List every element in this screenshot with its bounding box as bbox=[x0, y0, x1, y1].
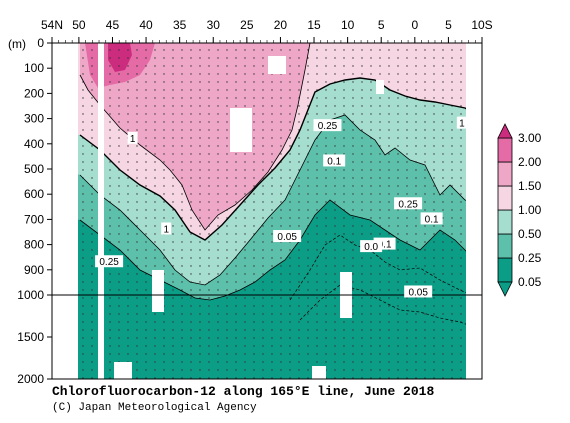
contour-label: 0.05 bbox=[408, 287, 428, 298]
contour-label-bg bbox=[273, 230, 302, 243]
contour-0.1 bbox=[289, 234, 482, 301]
contour-label: 0.25 bbox=[99, 257, 119, 268]
x-tick-label: 25 bbox=[240, 18, 254, 32]
chart-title: Chlorofluorocarbon-12 along 165°E line, … bbox=[52, 384, 434, 399]
y-tick-label: 2000 bbox=[17, 372, 44, 386]
y-tick-label: 1500 bbox=[17, 330, 44, 344]
x-tick-label: 45 bbox=[106, 18, 120, 32]
x-tick-label: 5 bbox=[445, 18, 452, 32]
x-tick-label: 54N bbox=[41, 18, 63, 32]
contour-label-bg bbox=[394, 197, 423, 210]
y-tick-label: 500 bbox=[24, 162, 44, 176]
y-tick-label: 1000 bbox=[17, 288, 44, 302]
y-tick-label: 200 bbox=[24, 86, 44, 100]
x-tick-label: 40 bbox=[139, 18, 153, 32]
x-axis: 54N 50 45 40 35 30 25 20 15 10 5 0 5 10S bbox=[41, 18, 493, 43]
contour-label: 0.1 bbox=[425, 214, 439, 225]
x-tick-label: 50 bbox=[72, 18, 86, 32]
legend-level-label: 3.00 bbox=[518, 131, 542, 145]
contour-label: 1 bbox=[459, 119, 465, 130]
color-legend: 0.05 0.25 0.50 1.00 1.50 2.00 3.00 bbox=[497, 123, 542, 297]
no-data-patches bbox=[52, 43, 482, 379]
contour-label-bg bbox=[323, 154, 346, 167]
legend-swatch bbox=[497, 257, 513, 283]
contour-1.5 bbox=[79, 43, 311, 231]
legend-swatch bbox=[497, 137, 513, 163]
legend-level-label: 0.05 bbox=[518, 275, 542, 289]
contour-label-bg bbox=[95, 255, 124, 268]
contour-label: 0.0 bbox=[364, 242, 378, 253]
x-tick-label: 10 bbox=[341, 18, 355, 32]
x-tick-label: 20 bbox=[274, 18, 288, 32]
contour-label-bg bbox=[404, 285, 433, 298]
y-tick-label: 300 bbox=[24, 112, 44, 126]
x-tick-label: 30 bbox=[207, 18, 221, 32]
y-tick-label: 100 bbox=[24, 61, 44, 75]
y-tick-label: 800 bbox=[24, 238, 44, 252]
contour-label: 0.1 bbox=[327, 156, 341, 167]
y-axis: 0 100 200 300 400 500 600 700 800 900 1000 1500 2000 bbox=[17, 36, 52, 386]
chart-credit: (C) Japan Meteorological Agency bbox=[52, 402, 257, 414]
legend-swatch bbox=[497, 161, 513, 187]
contour-1.0 bbox=[79, 77, 482, 241]
legend-swatch bbox=[497, 185, 513, 211]
contour-labels: 1 1 1 0.25 0.25 0.25 0.1 0.1 0.1 0.05 0.05 0.0 bbox=[95, 116, 467, 298]
legend-swatch bbox=[497, 209, 513, 235]
legend-swatch bbox=[497, 233, 513, 259]
y-tick-label: 600 bbox=[24, 187, 44, 201]
contour-0.05 bbox=[299, 284, 482, 331]
legend-level-label: 1.50 bbox=[518, 179, 542, 193]
x-tick-label: 15 bbox=[307, 18, 321, 32]
contour-label-bg bbox=[360, 240, 383, 253]
contour-label: 0.05 bbox=[277, 232, 297, 243]
depth-unit-label: (m) bbox=[8, 37, 26, 51]
legend-arrow-top bbox=[497, 123, 513, 139]
y-tick-label: 700 bbox=[24, 212, 44, 226]
contour-label: 0.25 bbox=[398, 199, 418, 210]
contour-label-bg bbox=[420, 212, 443, 225]
plot-area bbox=[52, 43, 482, 379]
x-tick-label: 35 bbox=[173, 18, 187, 32]
x-tick-label: 5 bbox=[378, 18, 385, 32]
y-tick-label: 900 bbox=[24, 263, 44, 277]
contour-label-bg bbox=[456, 116, 467, 129]
legend-level-label: 1.00 bbox=[518, 203, 542, 217]
contour-label-bg bbox=[161, 222, 172, 235]
contour-lines bbox=[79, 43, 482, 331]
legend-level-label: 2.00 bbox=[518, 155, 542, 169]
contour-0.5 bbox=[79, 114, 482, 286]
y-tick-label: 400 bbox=[24, 137, 44, 151]
contour-label: 1 bbox=[163, 224, 169, 235]
contour-label-bg bbox=[127, 131, 138, 144]
contour-label: 1 bbox=[130, 134, 136, 145]
sample-dots bbox=[52, 43, 482, 379]
x-tick-label: 10S bbox=[471, 18, 492, 32]
x-tick-label: 0 bbox=[411, 18, 418, 32]
contour-label-bg bbox=[313, 119, 342, 132]
y-tick-label: 0 bbox=[37, 36, 44, 50]
contour-label: 0.1 bbox=[378, 240, 392, 251]
legend-level-label: 0.50 bbox=[518, 227, 542, 241]
legend-arrow-bottom bbox=[497, 281, 513, 297]
contour-label: 0.25 bbox=[318, 121, 338, 132]
legend-level-label: 0.25 bbox=[518, 251, 542, 265]
